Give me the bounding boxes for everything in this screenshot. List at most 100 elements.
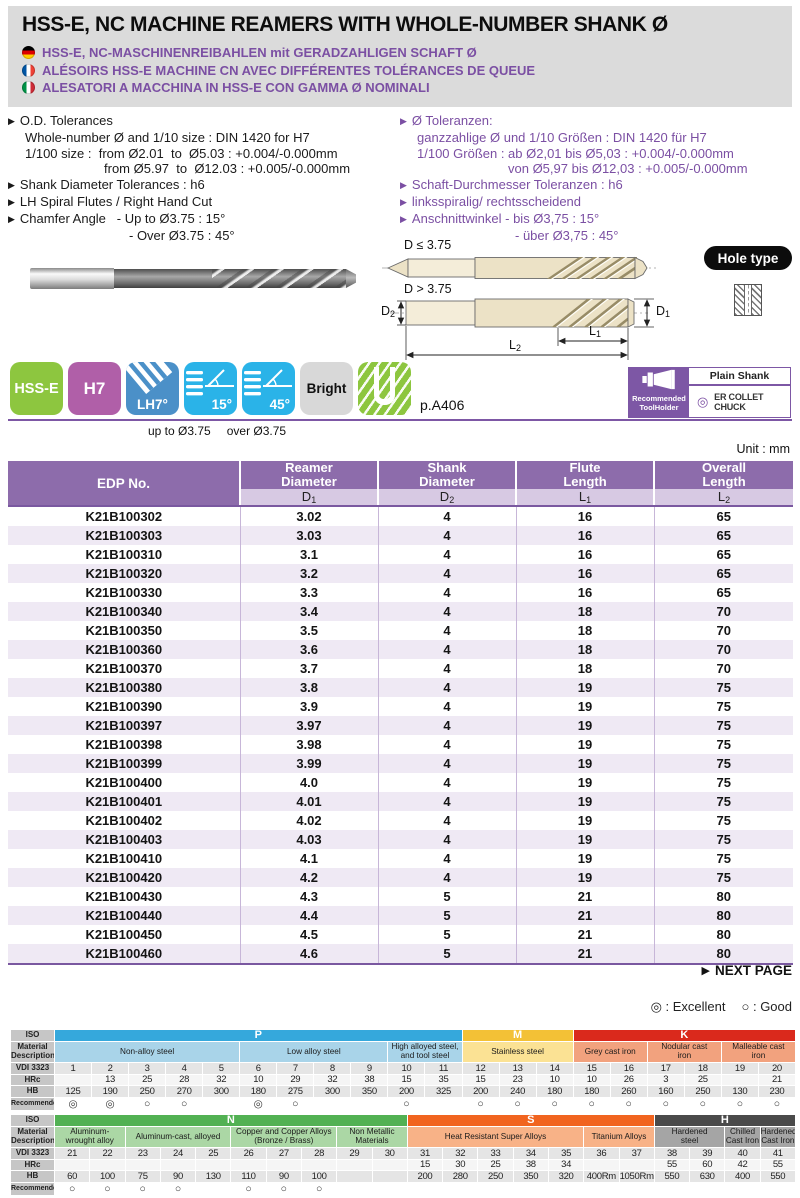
vdi-cell: 22 xyxy=(89,1147,126,1160)
spec-value-cell: 75 xyxy=(716,870,731,885)
dim-d2-label: D2 xyxy=(381,304,396,319)
spec-line: ▶ Anschnittwinkel - bis Ø3,75 : 15° xyxy=(400,211,794,228)
spec-value-cell: 19 xyxy=(516,773,655,792)
spec-value-cell: 3.9 xyxy=(240,697,379,716)
table-row: K21B100340 3.4 4 18 70 xyxy=(8,602,793,621)
table-row: K21B100450 4.5 5 21 80 xyxy=(8,925,793,944)
spec-value-cell: 4.0 xyxy=(240,773,379,792)
spec-text: Shank Diameter Tolerances : h6 xyxy=(19,177,205,193)
edp-no-cell: K21B100380 xyxy=(8,678,241,697)
bullet-triangle-icon: ▶ xyxy=(400,180,407,191)
hb-cell: 350 xyxy=(512,1170,549,1183)
spec-value-cell: 4 xyxy=(378,621,517,640)
spec-value-cell: 75 xyxy=(716,832,731,847)
spec-value-cell: 16 xyxy=(516,506,655,526)
hb-row: HB 60 100 75 90 130 110 90 100 200 280 250 350 320 400… xyxy=(10,1170,797,1183)
hb-cell: 280 xyxy=(442,1170,479,1183)
recommended-cell xyxy=(618,1182,655,1196)
edp-no-cell: K21B100400 xyxy=(8,773,241,792)
spec-line: ▶ Schaft-Durchmesser Toleranzen : h6 xyxy=(400,177,794,194)
vdi-cell: 1 xyxy=(53,1062,93,1075)
spec-value-cell: 16 xyxy=(516,545,655,564)
reamer-photo-tip xyxy=(346,269,356,288)
vdi-cell: 40 xyxy=(724,1147,761,1160)
spec-value-cell: 5 xyxy=(378,925,517,944)
spec-value-cell: 75 xyxy=(716,737,731,752)
iso-row: ISO P M K xyxy=(10,1029,797,1042)
table-row: K21B100410 4.1 4 19 75 xyxy=(8,849,793,868)
next-page-label: NEXT PAGE xyxy=(714,963,792,978)
table-header-row: EDP No. Reamer Diameter Shank Diameter F… xyxy=(8,461,793,507)
hrc-cell xyxy=(336,1159,373,1171)
edp-no-cell: K21B100440 xyxy=(8,906,241,925)
hb-cell: 90 xyxy=(159,1170,197,1183)
table-row: K21B100397 3.97 4 19 75 xyxy=(8,716,793,735)
iso-group-code: N xyxy=(54,1114,408,1127)
dim-l1-label: L1 xyxy=(589,324,601,339)
hrc-cell: 55 xyxy=(759,1159,797,1171)
spec-text: O.D. Tolerances xyxy=(19,113,113,128)
spec-value-cell: 4 xyxy=(378,830,517,849)
row-label-iso: ISO xyxy=(10,1114,55,1127)
spec-line: - über Ø3,75 : 45° xyxy=(400,228,794,244)
spec-text: 1/100 size : from Ø2.01 to Ø5.03 : +0.00… xyxy=(25,145,338,161)
iso-group-code: P xyxy=(54,1029,463,1042)
spec-value-cell: 19 xyxy=(516,735,655,754)
hb-cell: 250 xyxy=(128,1085,167,1098)
spec-value-cell: 4.03 xyxy=(240,830,379,849)
spec-value-cell: 4 xyxy=(378,659,517,678)
next-page-link[interactable]: ▶ NEXT PAGE xyxy=(702,963,792,978)
spec-value-cell: 4.6 xyxy=(240,944,379,965)
spec-value-cell: 75 xyxy=(716,699,731,714)
table-row: K21B100350 3.5 4 18 70 xyxy=(8,621,793,640)
recommended-cell xyxy=(583,1182,620,1196)
hb-cell: 550 xyxy=(653,1170,691,1183)
recommended-cell: ○ xyxy=(683,1097,722,1111)
spec-value-cell: 4 xyxy=(378,754,517,773)
hb-cell: 270 xyxy=(165,1085,204,1098)
material-legend: ◎ : Excellent ○ : Good xyxy=(651,999,792,1015)
vdi-cell: 12 xyxy=(461,1062,500,1075)
hb-cell xyxy=(336,1170,373,1183)
hrc-cell: 28 xyxy=(165,1074,204,1086)
recommended-cell: ○ xyxy=(300,1182,338,1196)
hrc-row: HRc 13 25 28 32 10 29 32 38 15 35 15 23 10 10 26 3 25 21 xyxy=(10,1074,797,1086)
spec-value-cell: 5 xyxy=(378,906,517,925)
hb-cell: 200 xyxy=(461,1085,500,1098)
hb-cell: 1050Rm xyxy=(618,1170,655,1183)
spec-value-cell: 75 xyxy=(716,775,731,790)
spec-value-cell: 16 xyxy=(516,583,655,602)
vdi-cell: 7 xyxy=(276,1062,315,1075)
spec-line: from Ø5.97 to Ø12.03 : +0.005/-0.000mm xyxy=(8,161,400,177)
recommended-cell: ○ xyxy=(720,1097,759,1111)
sublabel-up-to: up to Ø3.75 xyxy=(148,424,211,438)
recommended-cell xyxy=(313,1097,352,1111)
recommended-cell xyxy=(653,1182,691,1196)
spec-value-cell: 16 xyxy=(516,564,655,583)
recommended-cell: ○ xyxy=(124,1182,161,1196)
page-reference: p.A406 xyxy=(420,397,465,413)
material-name: High alloyed steel, and tool steel xyxy=(387,1041,463,1063)
badge-45: 45° xyxy=(242,362,295,415)
spec-value-cell: 4 xyxy=(378,697,517,716)
spec-value-cell: 18 xyxy=(516,659,655,678)
recommended-row: Recommended○○○○○○○ xyxy=(10,1182,797,1196)
spec-value-cell: 65 xyxy=(716,509,731,524)
hb-cell: 400Rm xyxy=(583,1170,620,1183)
hrc-cell: 10 xyxy=(239,1074,278,1086)
spec-text: LH Spiral Flutes / Right Hand Cut xyxy=(19,193,213,209)
iso-group-code: H xyxy=(653,1114,797,1127)
vdi-cell: 2 xyxy=(91,1062,130,1075)
col-header-overall-length: Overall Length xyxy=(654,461,793,489)
sublabel-over: over Ø3.75 xyxy=(226,424,287,438)
row-label-hrc: HRc xyxy=(10,1074,55,1086)
recommended-cell xyxy=(547,1182,585,1196)
holder-row: ◎ ER COLLET CHUCK xyxy=(689,386,790,417)
spec-value-cell: 4 xyxy=(378,868,517,887)
spec-value-cell: 4.01 xyxy=(240,792,379,811)
recommended-cell: ○ xyxy=(646,1097,685,1111)
spec-value-cell: 4 xyxy=(378,640,517,659)
chamfer-angle-icon xyxy=(186,369,234,396)
hole-type-badge: Hole type xyxy=(704,246,792,270)
spec-value-cell: 4.4 xyxy=(240,906,379,925)
